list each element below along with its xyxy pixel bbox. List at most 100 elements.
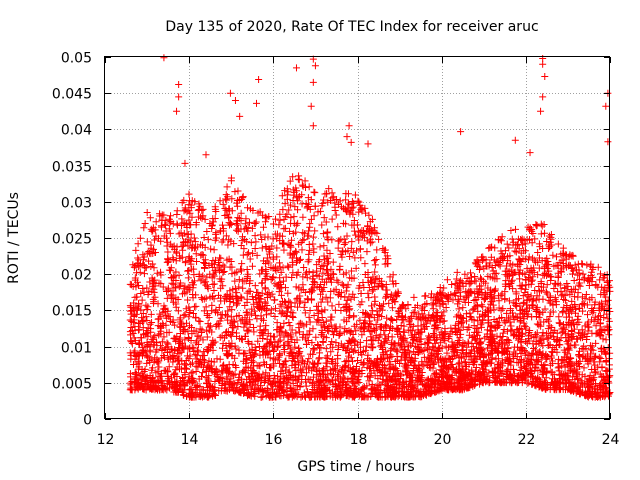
data-point bbox=[433, 296, 441, 304]
data-point bbox=[283, 210, 291, 218]
data-point bbox=[528, 313, 536, 321]
data-point bbox=[385, 299, 393, 307]
data-point bbox=[293, 375, 301, 383]
data-point bbox=[375, 333, 383, 341]
data-point bbox=[173, 388, 181, 396]
data-point bbox=[268, 381, 276, 389]
data-point bbox=[491, 324, 499, 332]
data-point bbox=[206, 391, 214, 399]
data-point bbox=[203, 283, 211, 291]
data-point bbox=[546, 313, 554, 321]
data-point bbox=[217, 227, 225, 235]
data-point bbox=[135, 301, 143, 309]
data-point bbox=[258, 328, 266, 336]
data-point bbox=[133, 293, 141, 301]
data-point bbox=[540, 377, 548, 385]
data-point bbox=[557, 334, 565, 342]
data-point bbox=[346, 274, 354, 282]
data-point bbox=[186, 309, 194, 317]
data-point bbox=[535, 264, 543, 272]
data-point bbox=[146, 348, 154, 356]
data-point bbox=[243, 250, 251, 258]
data-point bbox=[331, 323, 339, 331]
data-point bbox=[410, 293, 418, 301]
data-point bbox=[596, 320, 604, 328]
data-point bbox=[305, 256, 313, 264]
data-point bbox=[251, 389, 259, 397]
data-point bbox=[198, 206, 206, 214]
data-point bbox=[248, 340, 256, 348]
data-point bbox=[591, 369, 599, 377]
data-point bbox=[507, 266, 515, 274]
data-point bbox=[301, 177, 309, 185]
data-point bbox=[309, 269, 317, 277]
data-point bbox=[221, 380, 229, 388]
data-point bbox=[485, 244, 493, 252]
data-point bbox=[186, 322, 194, 330]
data-point bbox=[309, 389, 317, 397]
data-point bbox=[157, 280, 165, 288]
data-point bbox=[148, 385, 156, 393]
data-point bbox=[337, 307, 345, 315]
data-point bbox=[502, 339, 510, 347]
data-point bbox=[359, 278, 367, 286]
data-point bbox=[209, 336, 217, 344]
data-point bbox=[394, 347, 402, 355]
data-point bbox=[175, 338, 183, 346]
data-point bbox=[211, 308, 219, 316]
data-point bbox=[175, 356, 183, 364]
data-point bbox=[387, 316, 395, 324]
data-point bbox=[292, 329, 300, 337]
data-point bbox=[373, 382, 381, 390]
data-point bbox=[204, 236, 212, 244]
data-point bbox=[458, 278, 466, 286]
data-point bbox=[335, 342, 343, 350]
data-point bbox=[479, 378, 487, 386]
data-point bbox=[435, 378, 443, 386]
data-point bbox=[592, 280, 600, 288]
data-point bbox=[308, 339, 316, 347]
data-point bbox=[164, 349, 172, 357]
data-point bbox=[522, 276, 530, 284]
data-point bbox=[544, 325, 552, 333]
data-point bbox=[273, 244, 281, 252]
data-point bbox=[304, 358, 312, 366]
data-point bbox=[400, 328, 408, 336]
data-point bbox=[505, 297, 513, 305]
data-point bbox=[469, 359, 477, 367]
data-point bbox=[434, 324, 442, 332]
data-point bbox=[209, 218, 217, 226]
data-point bbox=[374, 360, 382, 368]
data-point bbox=[556, 371, 564, 379]
data-point bbox=[127, 324, 135, 332]
data-point bbox=[302, 270, 310, 278]
data-point bbox=[200, 234, 208, 242]
data-point bbox=[343, 388, 351, 396]
data-point bbox=[255, 387, 263, 395]
data-point bbox=[320, 252, 328, 260]
data-point bbox=[602, 356, 610, 364]
data-point bbox=[486, 378, 494, 386]
data-point bbox=[518, 282, 526, 290]
data-point bbox=[200, 264, 208, 272]
data-point bbox=[243, 354, 251, 362]
data-point bbox=[279, 206, 287, 214]
data-point bbox=[346, 305, 354, 313]
data-point bbox=[451, 292, 459, 300]
data-point bbox=[320, 214, 328, 222]
data-point bbox=[230, 240, 238, 248]
data-point bbox=[596, 276, 604, 284]
data-point bbox=[187, 221, 195, 229]
data-point bbox=[234, 323, 242, 331]
data-point bbox=[455, 305, 463, 313]
data-point bbox=[234, 187, 242, 195]
data-point bbox=[365, 377, 373, 385]
data-point bbox=[337, 289, 345, 297]
data-point bbox=[336, 330, 344, 338]
data-point bbox=[340, 379, 348, 387]
data-point bbox=[239, 382, 247, 390]
data-point bbox=[487, 321, 495, 329]
data-point bbox=[175, 360, 183, 368]
data-point bbox=[408, 327, 416, 335]
data-point bbox=[586, 384, 594, 392]
